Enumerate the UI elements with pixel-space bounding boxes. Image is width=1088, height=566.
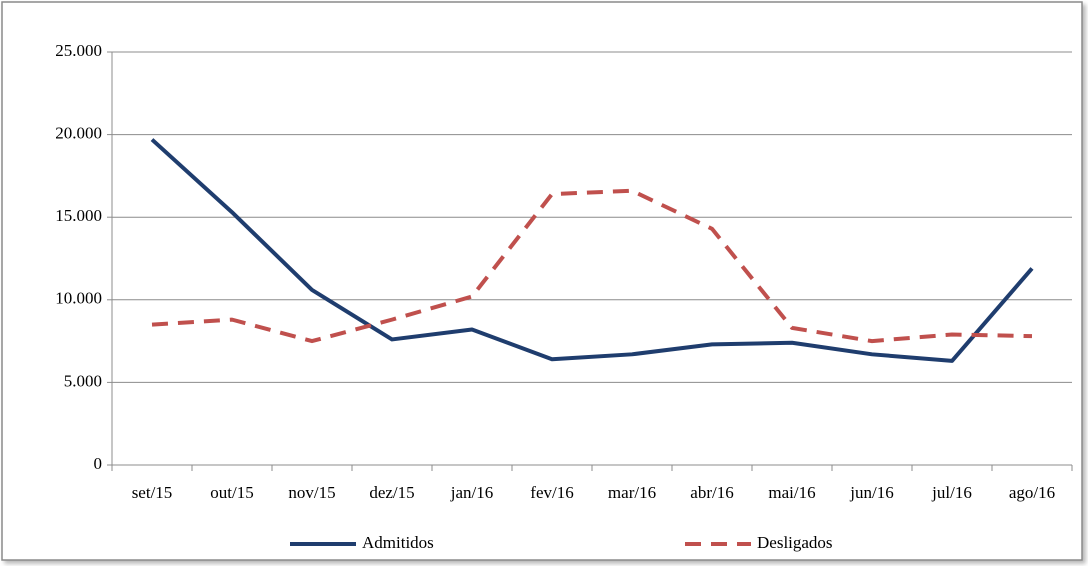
x-tick-label: mar/16 <box>608 483 656 502</box>
y-tick-label: 5.000 <box>64 371 102 390</box>
x-tick-label: out/15 <box>210 483 253 502</box>
y-tick-label: 15.000 <box>55 206 102 225</box>
y-tick-label: 25.000 <box>55 41 102 60</box>
x-tick-label: jan/16 <box>450 483 494 502</box>
y-tick-label: 20.000 <box>55 124 102 143</box>
x-tick-label: ago/16 <box>1009 483 1055 502</box>
x-tick-label: nov/15 <box>288 483 335 502</box>
x-tick-label: fev/16 <box>530 483 573 502</box>
data-line <box>151 188 1033 344</box>
legend-label: Desligados <box>757 533 833 552</box>
x-tick-label: dez/15 <box>369 483 414 502</box>
legend-label: Admitidos <box>362 533 434 552</box>
x-tick-label: mai/16 <box>768 483 815 502</box>
x-tick-label: jun/16 <box>849 483 893 502</box>
y-tick-label: 10.000 <box>55 289 102 308</box>
x-tick-label: jul/16 <box>931 483 972 502</box>
y-tick-label: 0 <box>94 454 103 473</box>
data-line <box>150 138 1034 363</box>
x-tick-label: abr/16 <box>690 483 733 502</box>
x-tick-label: set/15 <box>132 483 173 502</box>
